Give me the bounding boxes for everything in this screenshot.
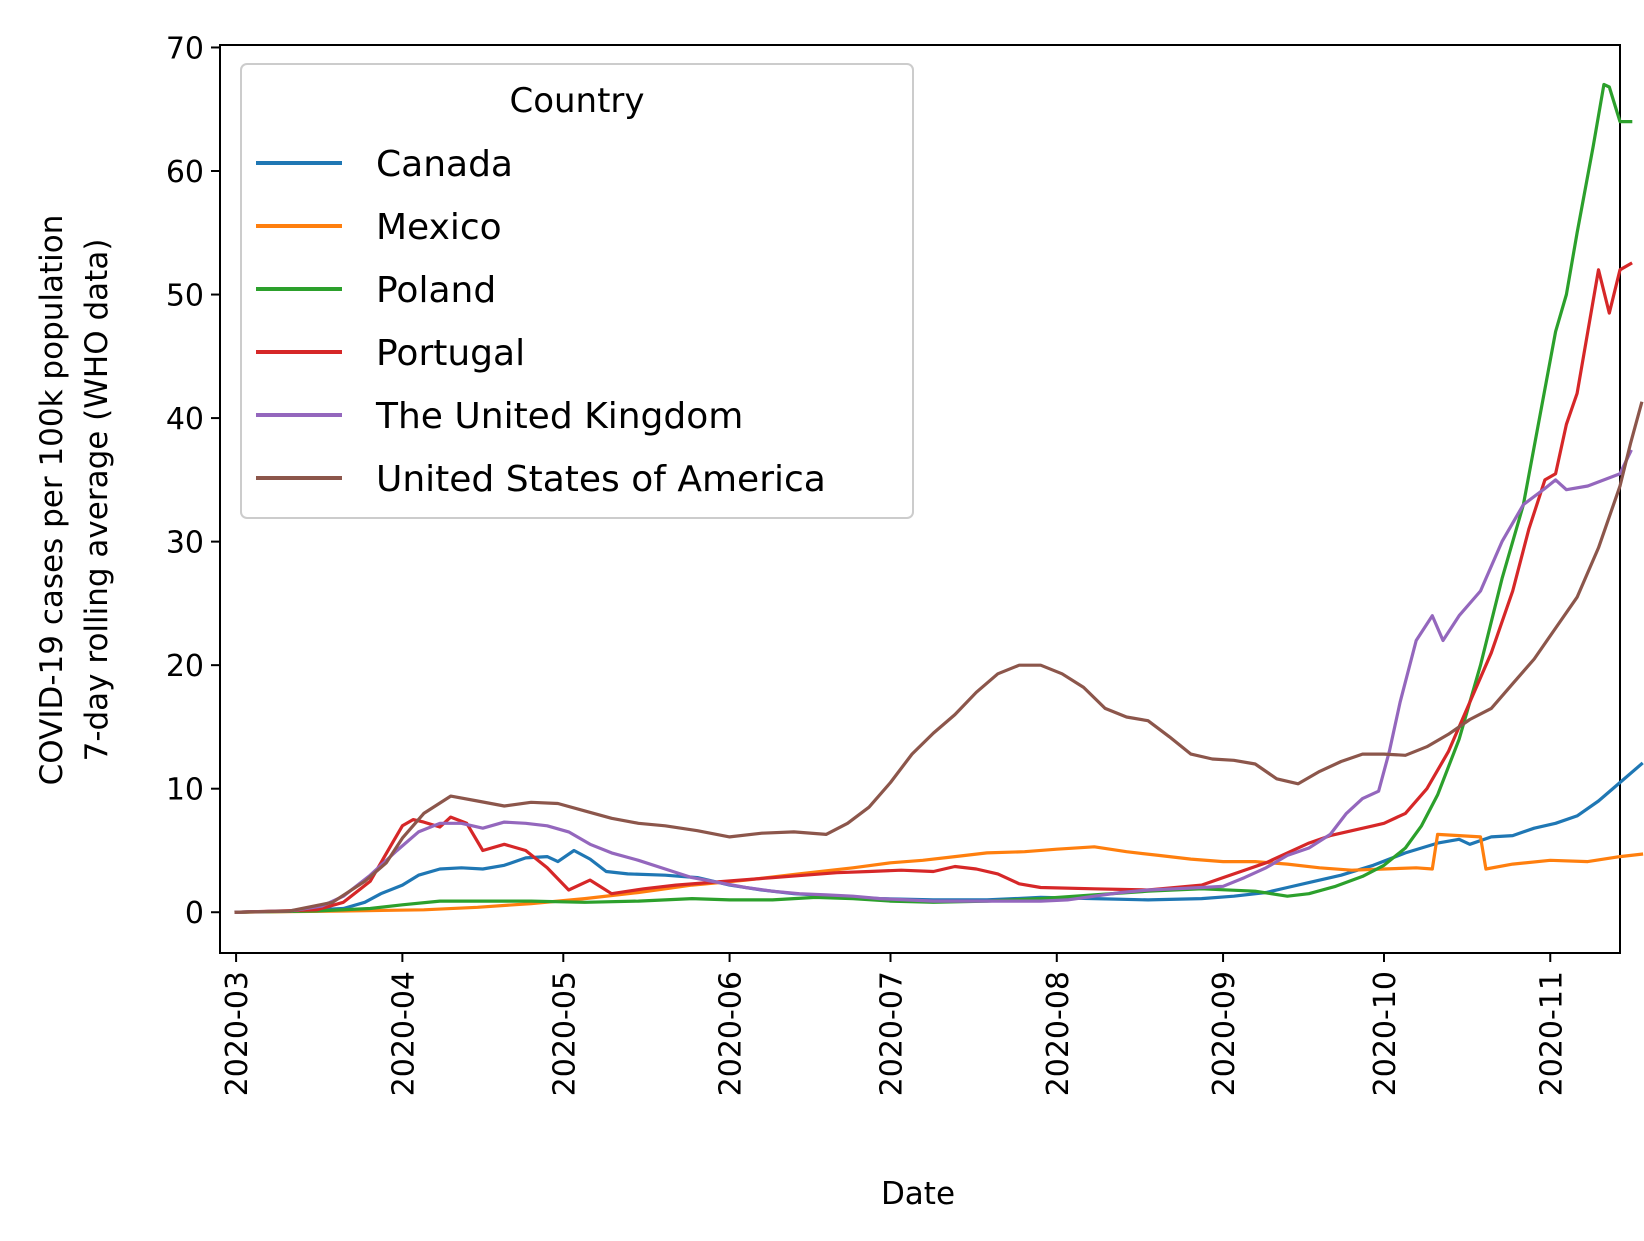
legend-box <box>240 63 914 519</box>
series-line-the-united-kingdom <box>234 449 1633 914</box>
y-tick-label: 40 <box>166 402 204 437</box>
y-axis: 0 10 20 30 40 50 60 70 <box>166 31 220 931</box>
series-line-poland <box>234 82 1633 914</box>
plot-area-frame <box>219 44 1621 954</box>
y-tick-label: 70 <box>166 31 204 66</box>
y-tick-label: 10 <box>166 773 204 808</box>
x-tick-label: 2020-03 <box>220 971 255 1096</box>
y-axis-label-line-2: 7-day rolling average (WHO data) <box>79 239 115 762</box>
legend-label: The United Kingdom <box>375 396 743 437</box>
x-axis: 2020-03 2020-04 2020-05 2020-06 2020-07 2020-… <box>220 953 1569 1096</box>
legend-title: Country <box>509 81 644 121</box>
x-tick-label: 2020-05 <box>547 971 582 1096</box>
x-axis-label: Date <box>881 1176 955 1212</box>
legend: Country Canada Mexico Poland Portugal The Un… <box>240 63 914 519</box>
y-tick-label: 20 <box>166 649 204 684</box>
x-tick-label: 2020-04 <box>386 971 421 1096</box>
x-tick-label: 2020-07 <box>874 971 909 1096</box>
legend-label: United States of America <box>376 459 826 500</box>
legend-entries: Canada Mexico Poland Portugal The United Kin… <box>256 144 826 500</box>
x-tick-label: 2020-06 <box>714 971 749 1096</box>
y-tick-label: 60 <box>166 155 204 190</box>
y-tick-label: 50 <box>166 279 204 314</box>
y-tick-label: 30 <box>166 526 204 561</box>
legend-label: Canada <box>376 144 513 185</box>
legend-label: Portugal <box>376 333 525 374</box>
series-line-united-states-of-america <box>234 401 1644 914</box>
x-tick-label: 2020-10 <box>1368 971 1403 1096</box>
x-tick-label: 2020-09 <box>1207 971 1242 1096</box>
series-lines <box>234 82 1644 914</box>
x-tick-label: 2020-08 <box>1041 971 1076 1096</box>
x-tick-label: 2020-11 <box>1534 971 1569 1096</box>
legend-label: Mexico <box>376 207 502 248</box>
series-line-mexico <box>234 832 1644 914</box>
legend-label: Poland <box>376 270 496 311</box>
y-axis-label-line-1: COVID-19 cases per 100k population <box>34 215 70 786</box>
y-tick-label: 0 <box>185 896 204 931</box>
